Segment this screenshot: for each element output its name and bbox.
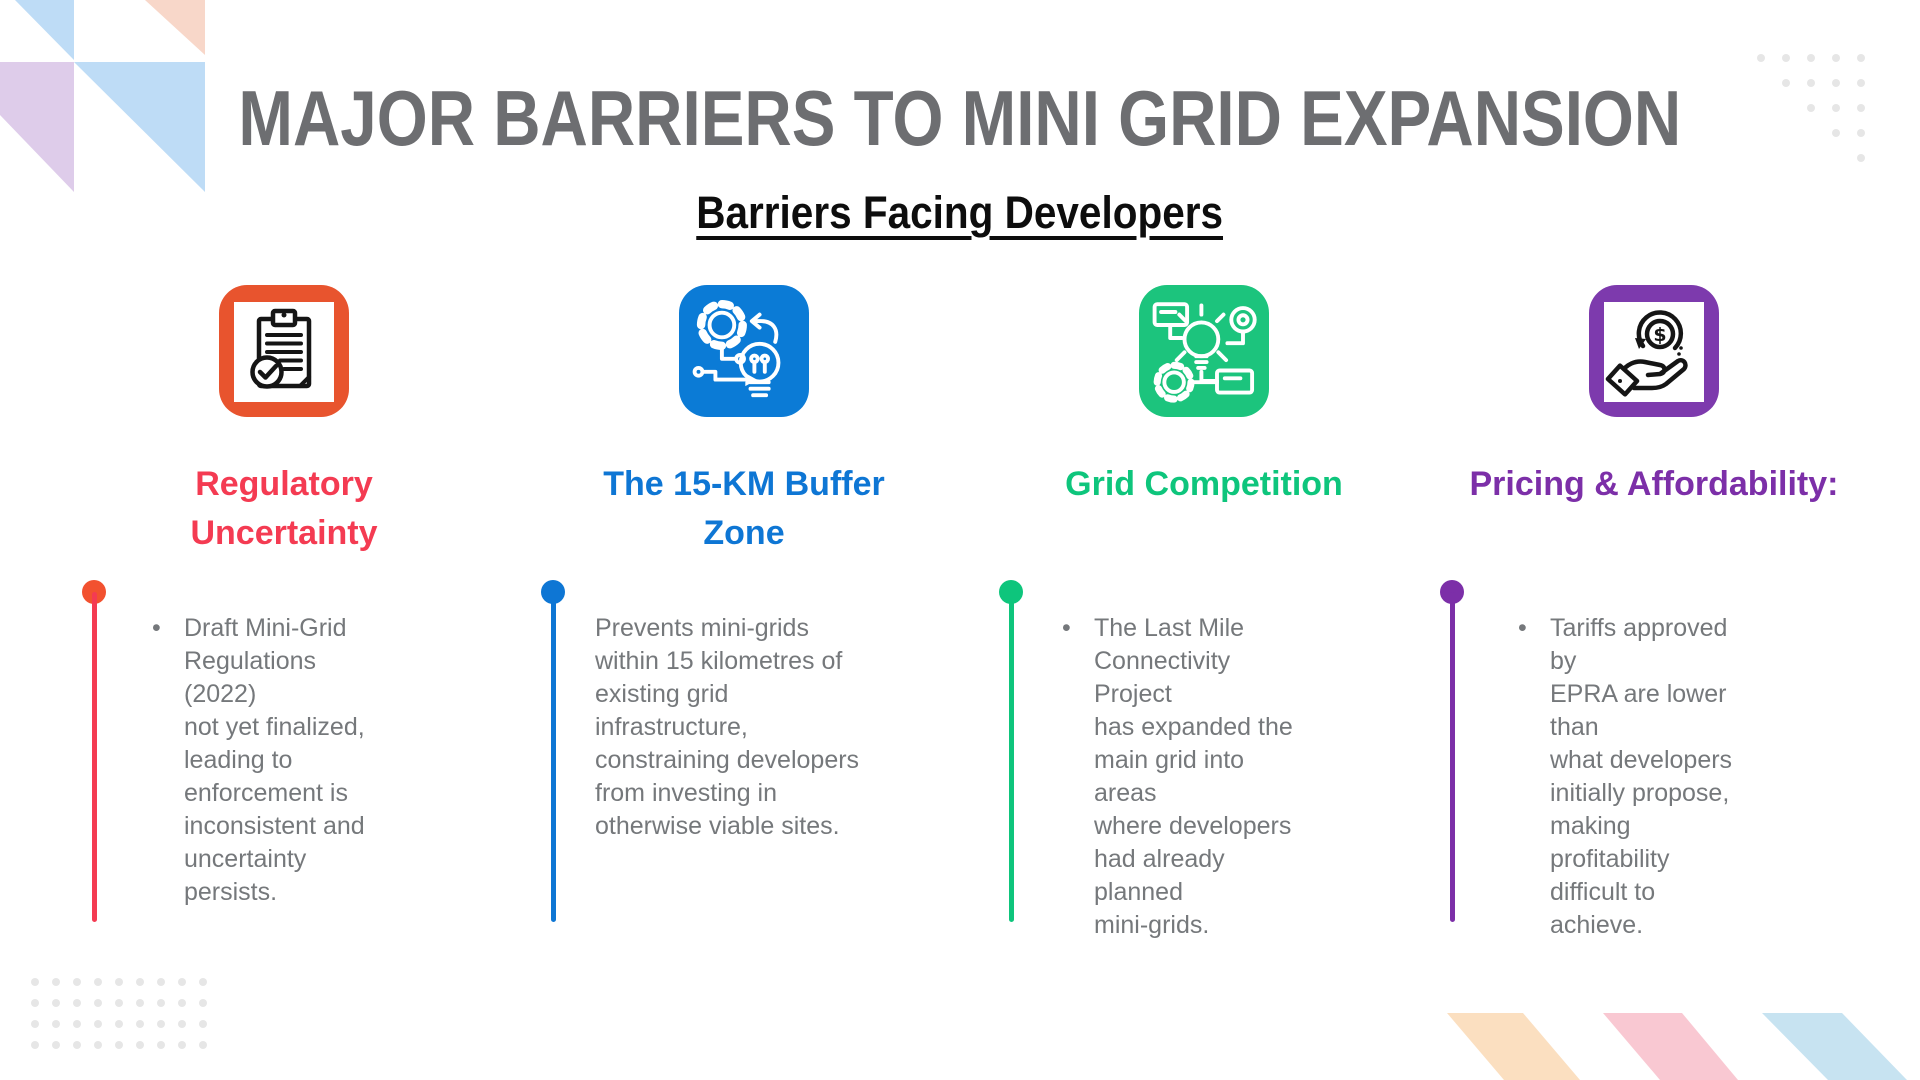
timeline-line [1008, 592, 1014, 922]
bullet-marker: • [152, 614, 161, 642]
column-heading: Regulatory Uncertainty [190, 465, 378, 552]
timeline-line [91, 592, 97, 922]
timeline-line [1449, 592, 1455, 922]
clipboard-check-icon [219, 285, 349, 417]
bullet-item: • Prevents mini-grids within 15 kilometr… [595, 612, 887, 843]
bullet-item: • Draft Mini-Grid Regulations (2022) not… [152, 612, 392, 909]
section-subtitle: Barriers Facing Developers [696, 187, 1224, 238]
bullet-text: The Last Mile Connectivity Project has e… [1094, 614, 1293, 939]
bullet-text: Prevents mini-grids within 15 kilometres… [595, 614, 860, 840]
bullet-text: Tariffs approved by EPRA are lower than … [1550, 614, 1733, 939]
column-heading: The 15-KM Buffer Zone [603, 465, 885, 552]
svg-text:$: $ [1653, 324, 1666, 346]
page-title: MAJOR BARRIERS TO MINI GRID EXPANSION [238, 74, 1682, 162]
idea-network-icon [1139, 285, 1269, 417]
column-heading: Pricing & Affordability: [1469, 465, 1839, 503]
hand-coin-icon: $ [1589, 285, 1719, 417]
bullet-text: Draft Mini-Grid Regulations (2022) not y… [184, 614, 365, 906]
timeline-line [550, 592, 556, 922]
bullet-marker: • [1062, 614, 1071, 642]
column-heading: Grid Competition [1065, 465, 1343, 503]
bullet-item: • Tariffs approved by EPRA are lower tha… [1518, 612, 1754, 942]
bullet-item: • The Last Mile Connectivity Project has… [1062, 612, 1302, 942]
bullet-marker: • [1518, 614, 1527, 642]
gear-bulb-icon [679, 285, 809, 417]
